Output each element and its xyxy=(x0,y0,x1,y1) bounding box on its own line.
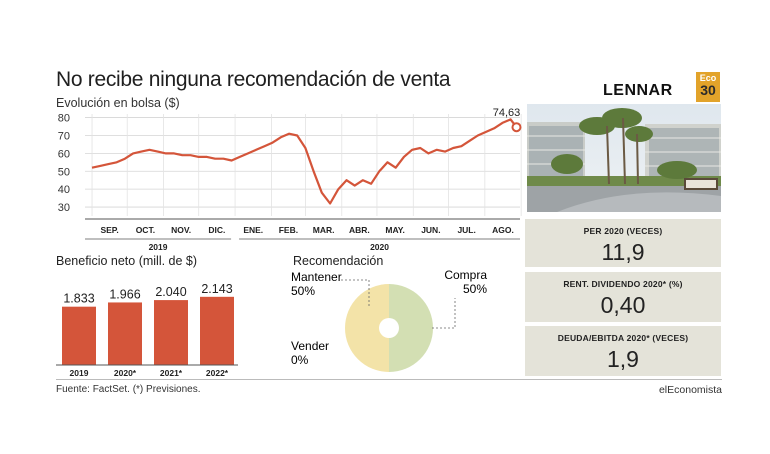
y-tick-label: 30 xyxy=(58,202,70,214)
pie-pct-vender: 0% xyxy=(291,353,309,367)
source-note: Fuente: FactSet. (*) Previsiones. xyxy=(56,384,201,395)
bar-category-label: 2021* xyxy=(160,368,183,378)
stat-box-per: PER 2020 (VECES) 11,9 xyxy=(525,219,721,267)
pie-hole xyxy=(379,318,399,338)
bar xyxy=(200,296,234,365)
page-title: No recibe ninguna recomendación de venta xyxy=(56,68,451,91)
recommendation-pie-chart: Mantener 50% Compra 50% Vender 0% xyxy=(291,268,487,372)
stat-label: DEUDA/EBITDA 2020* (VECES) xyxy=(557,333,689,343)
month-label: FEB. xyxy=(279,225,298,235)
footer-divider xyxy=(56,379,722,380)
month-label: JUL. xyxy=(457,225,475,235)
stat-value: 1,9 xyxy=(607,346,639,372)
stat-label: RENT. DIVIDENDO 2020* (%) xyxy=(563,279,683,289)
compra-leader-line xyxy=(432,298,456,329)
bar-chart-title: Beneficio neto (mill. de $) xyxy=(56,254,198,268)
pie-label-vender: Vender xyxy=(291,339,329,353)
month-label: JUN. xyxy=(421,225,440,235)
company-logo: LENNAR xyxy=(603,82,673,99)
profit-bar-chart: 1.833 2019 1.966 2020* 2.040 2021* 2.143 2022* xyxy=(56,282,238,378)
bar xyxy=(154,300,188,365)
bar-value-label: 1.833 xyxy=(63,292,94,306)
last-price-label: 74,63 xyxy=(493,108,521,119)
bar-value-label: 2.040 xyxy=(155,285,186,299)
pie-slice xyxy=(389,284,433,372)
month-label: MAR. xyxy=(313,225,335,235)
month-label: DIC. xyxy=(208,225,225,235)
pie-pct-mantener: 50% xyxy=(291,284,315,298)
month-label: SEP. xyxy=(100,225,118,235)
pie-pct-compra: 50% xyxy=(463,282,487,296)
line-chart-title: Evolución en bolsa ($) xyxy=(56,96,180,110)
year-label: 2019 xyxy=(149,242,168,250)
month-label: ABR. xyxy=(349,225,370,235)
month-label: AGO. xyxy=(492,225,514,235)
month-label: NOV. xyxy=(171,225,191,235)
month-label: ENE. xyxy=(243,225,263,235)
stat-value: 0,40 xyxy=(600,292,646,318)
pie-label-mantener: Mantener xyxy=(291,270,342,284)
mantener-leader-line xyxy=(341,279,370,308)
badge-line1: Eco xyxy=(699,73,717,83)
y-tick-label: 80 xyxy=(58,113,70,125)
publisher-brand: elEconomista xyxy=(658,384,722,396)
pie-label-compra: Compra xyxy=(444,268,487,282)
stat-label: PER 2020 (VECES) xyxy=(583,226,663,236)
bar xyxy=(108,302,142,365)
month-label: MAY. xyxy=(385,225,405,235)
bar-category-label: 2020* xyxy=(114,368,137,378)
bar-category-label: 2019 xyxy=(70,368,89,378)
year-label: 2020 xyxy=(370,242,389,250)
headquarters-photo xyxy=(527,104,721,212)
stat-box-debt: DEUDA/EBITDA 2020* (VECES) 1,9 xyxy=(525,326,721,376)
stock-price-line xyxy=(91,118,518,205)
bar-value-label: 2.143 xyxy=(201,282,232,296)
month-label: OCT. xyxy=(136,225,155,235)
pie-chart-title: Recomendación xyxy=(293,254,384,268)
eco30-badge: Eco 30 xyxy=(696,72,720,102)
bar-value-label: 1.966 xyxy=(109,287,140,301)
stock-line-chart: 30 40 50 60 70 80 74,63 SEP. OCT. NOV. DIC. ENE. F… xyxy=(58,108,522,250)
stat-box-dividend: RENT. DIVIDENDO 2020* (%) 0,40 xyxy=(525,272,721,322)
badge-line2: 30 xyxy=(700,82,716,98)
y-tick-label: 60 xyxy=(58,148,70,160)
bar-category-label: 2022* xyxy=(206,368,229,378)
y-tick-label: 40 xyxy=(58,184,70,196)
last-price-marker xyxy=(511,122,522,133)
stat-value: 11,9 xyxy=(601,239,645,265)
pie-slice xyxy=(345,284,389,372)
y-tick-label: 50 xyxy=(58,166,70,178)
y-tick-label: 70 xyxy=(58,130,70,142)
bar xyxy=(62,306,96,365)
